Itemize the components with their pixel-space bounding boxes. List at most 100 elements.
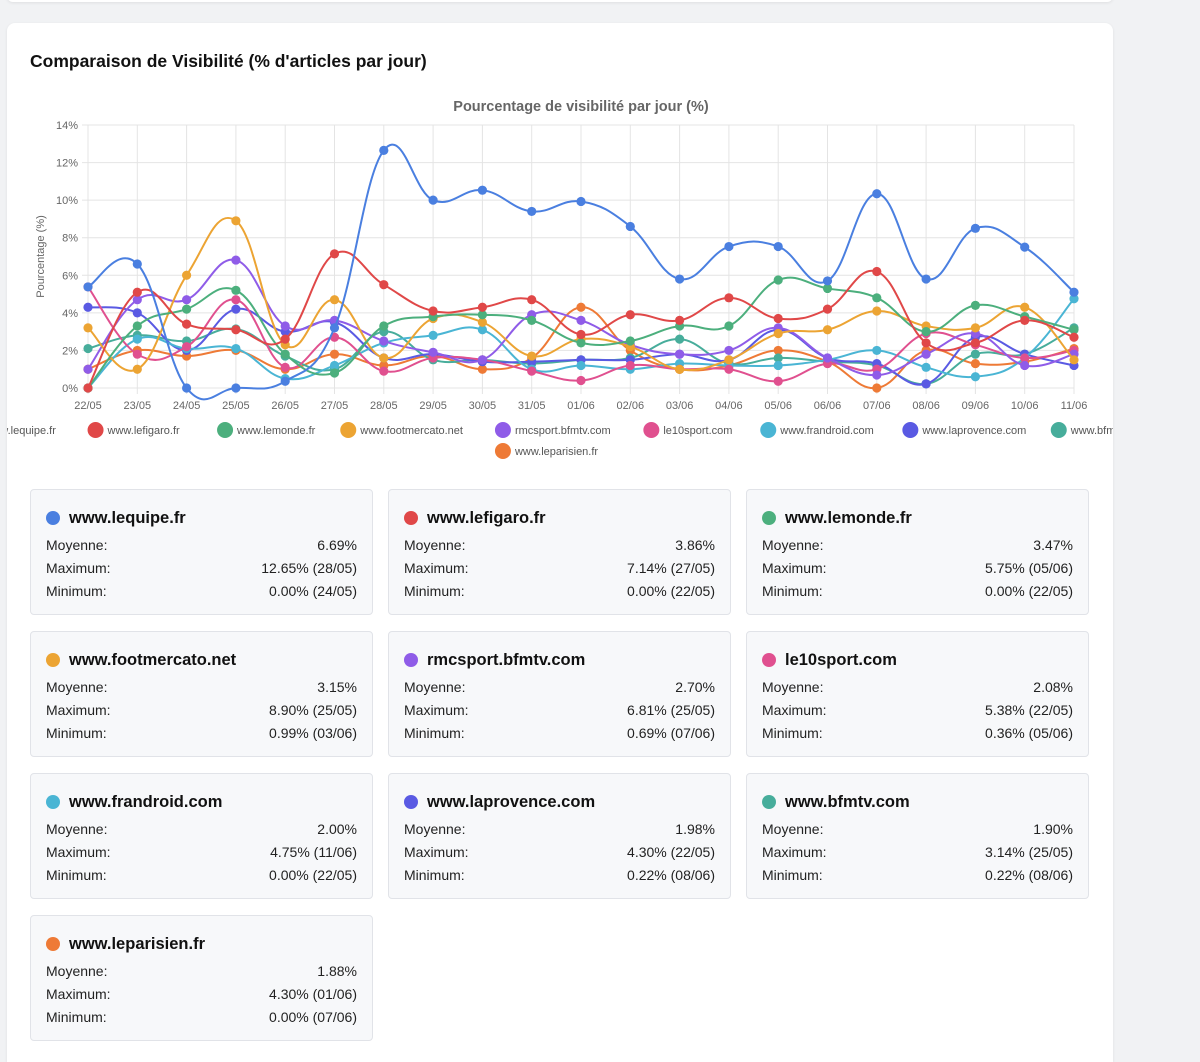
data-point-footmercato bbox=[379, 353, 389, 363]
chart-title: Pourcentage de visibilité par jour (%) bbox=[453, 99, 709, 115]
visibility-line-chart: Pourcentage de visibilité par jour (%) Po… bbox=[7, 99, 1113, 459]
average-row: Moyenne: 6.69% bbox=[46, 536, 357, 559]
data-point-rmcsport bbox=[83, 364, 93, 374]
average-value: 3.47% bbox=[1033, 537, 1073, 553]
color-dot bbox=[404, 653, 418, 667]
minimum-value: 0.69% (07/06) bbox=[627, 725, 715, 741]
stat-card-7: www.laprovence.com Moyenne: 1.98% Maximu… bbox=[388, 773, 731, 899]
minimum-row: Minimum: 0.36% (05/06) bbox=[762, 724, 1073, 747]
data-point-footmercato bbox=[182, 270, 192, 280]
stat-header: www.lefigaro.fr bbox=[404, 508, 715, 528]
x-tick-label: 26/05 bbox=[271, 400, 299, 412]
stat-card-5: le10sport.com Moyenne: 2.08% Maximum: 5.… bbox=[746, 631, 1089, 757]
x-tick-label: 01/06 bbox=[567, 400, 595, 412]
legend-label: le10sport.com bbox=[663, 425, 732, 437]
data-point-laprovence bbox=[231, 304, 241, 314]
series-footmercato bbox=[83, 216, 1079, 375]
legend-item: www.lefigaro.fr bbox=[87, 422, 180, 438]
legend-item: www.leparisien.fr bbox=[494, 443, 598, 459]
site-name: le10sport.com bbox=[785, 650, 897, 669]
section-title: Comparaison de Visibilité (% d'articles … bbox=[30, 51, 427, 71]
data-point-rmcsport bbox=[675, 349, 685, 359]
site-name: www.lequipe.fr bbox=[69, 508, 186, 527]
minimum-row: Minimum: 0.69% (07/06) bbox=[404, 724, 715, 747]
x-tick-label: 23/05 bbox=[124, 400, 152, 412]
data-point-lefigaro bbox=[1069, 332, 1079, 342]
color-dot bbox=[404, 511, 418, 525]
maximum-value: 3.14% (25/05) bbox=[985, 844, 1073, 860]
data-point-lequipe bbox=[822, 276, 833, 286]
data-point-rmcsport bbox=[576, 315, 586, 325]
legend-item: www.lemonde.fr bbox=[217, 422, 316, 438]
legend-swatch bbox=[494, 422, 511, 438]
maximum-row: Maximum: 4.30% (22/05) bbox=[404, 843, 715, 866]
data-point-footmercato bbox=[132, 364, 142, 374]
data-point-footmercato bbox=[477, 317, 487, 327]
stat-header: le10sport.com bbox=[762, 650, 1073, 670]
legend-item: www.laprovence.com bbox=[902, 422, 1026, 438]
data-point-lequipe bbox=[428, 195, 438, 205]
data-point-lemonde bbox=[1069, 325, 1079, 335]
data-point-lequipe bbox=[231, 383, 241, 393]
data-point-rmcsport bbox=[921, 349, 931, 359]
data-point-lemonde bbox=[724, 321, 734, 331]
x-tick-label: 29/05 bbox=[419, 400, 447, 412]
legend-item: www.footmercato.net bbox=[340, 422, 463, 438]
stat-card-4: rmcsport.bfmtv.com Moyenne: 2.70% Maximu… bbox=[388, 631, 731, 757]
stat-card-6: www.frandroid.com Moyenne: 2.00% Maximum… bbox=[30, 773, 373, 899]
average-row: Moyenne: 2.00% bbox=[46, 820, 357, 843]
data-point-lemonde bbox=[625, 336, 635, 346]
data-point-lequipe bbox=[1020, 242, 1030, 252]
data-point-lequipe bbox=[379, 145, 389, 155]
average-value: 2.08% bbox=[1033, 679, 1073, 695]
maximum-row: Maximum: 8.90% (25/05) bbox=[46, 701, 357, 724]
average-row: Moyenne: 2.08% bbox=[762, 678, 1073, 701]
site-name: www.laprovence.com bbox=[427, 792, 596, 811]
color-dot bbox=[46, 511, 60, 525]
stat-header: www.bfmtv.com bbox=[762, 792, 1073, 812]
data-point-footmercato bbox=[724, 355, 734, 365]
minimum-row: Minimum: 0.99% (03/06) bbox=[46, 724, 357, 747]
legend-item: www.frandroid.com bbox=[760, 422, 874, 438]
data-point-le10sport bbox=[773, 376, 783, 386]
data-point-leparisien bbox=[970, 358, 981, 369]
average-label: Moyenne: bbox=[46, 963, 108, 979]
average-value: 1.90% bbox=[1033, 821, 1073, 837]
data-point-frandroid bbox=[970, 372, 981, 382]
data-point-footmercato bbox=[822, 325, 833, 335]
data-point-leparisien bbox=[576, 302, 586, 312]
legend-swatch bbox=[643, 422, 660, 438]
data-point-lefigaro bbox=[675, 315, 685, 325]
data-point-frandroid bbox=[329, 360, 340, 371]
series-rmcsport bbox=[83, 255, 1079, 380]
average-label: Moyenne: bbox=[762, 679, 824, 695]
maximum-value: 5.75% (05/06) bbox=[985, 560, 1073, 576]
color-dot bbox=[762, 653, 776, 667]
maximum-row: Maximum: 5.75% (05/06) bbox=[762, 559, 1073, 582]
data-point-rmcsport bbox=[379, 336, 389, 346]
minimum-label: Minimum: bbox=[46, 1009, 107, 1025]
average-label: Moyenne: bbox=[762, 537, 824, 553]
legend-swatch bbox=[760, 422, 777, 438]
average-row: Moyenne: 3.47% bbox=[762, 536, 1073, 559]
data-point-lemonde bbox=[773, 275, 783, 285]
data-point-bfmtv bbox=[970, 349, 981, 359]
legend-label: www.lefigaro.fr bbox=[107, 425, 180, 437]
legend-label: www.laprovence.com bbox=[921, 425, 1026, 437]
data-point-lefigaro bbox=[329, 249, 340, 259]
stat-header: www.laprovence.com bbox=[404, 792, 715, 812]
data-point-bfmtv bbox=[773, 353, 783, 363]
data-point-rmcsport bbox=[132, 295, 142, 305]
average-value: 3.86% bbox=[675, 537, 715, 553]
data-point-laprovence bbox=[83, 302, 93, 312]
minimum-value: 0.00% (22/05) bbox=[985, 583, 1073, 599]
data-point-lequipe bbox=[576, 196, 586, 207]
maximum-row: Maximum: 6.81% (25/05) bbox=[404, 701, 715, 724]
data-point-footmercato bbox=[872, 306, 882, 316]
minimum-row: Minimum: 0.22% (08/06) bbox=[762, 866, 1073, 889]
legend-label: www.lequipe.fr bbox=[7, 425, 56, 437]
visibility-comparison-card: Comparaison de Visibilité (% d'articles … bbox=[7, 23, 1113, 1062]
data-point-le10sport bbox=[132, 349, 142, 359]
color-dot bbox=[46, 653, 60, 667]
x-tick-label: 03/06 bbox=[666, 400, 694, 412]
